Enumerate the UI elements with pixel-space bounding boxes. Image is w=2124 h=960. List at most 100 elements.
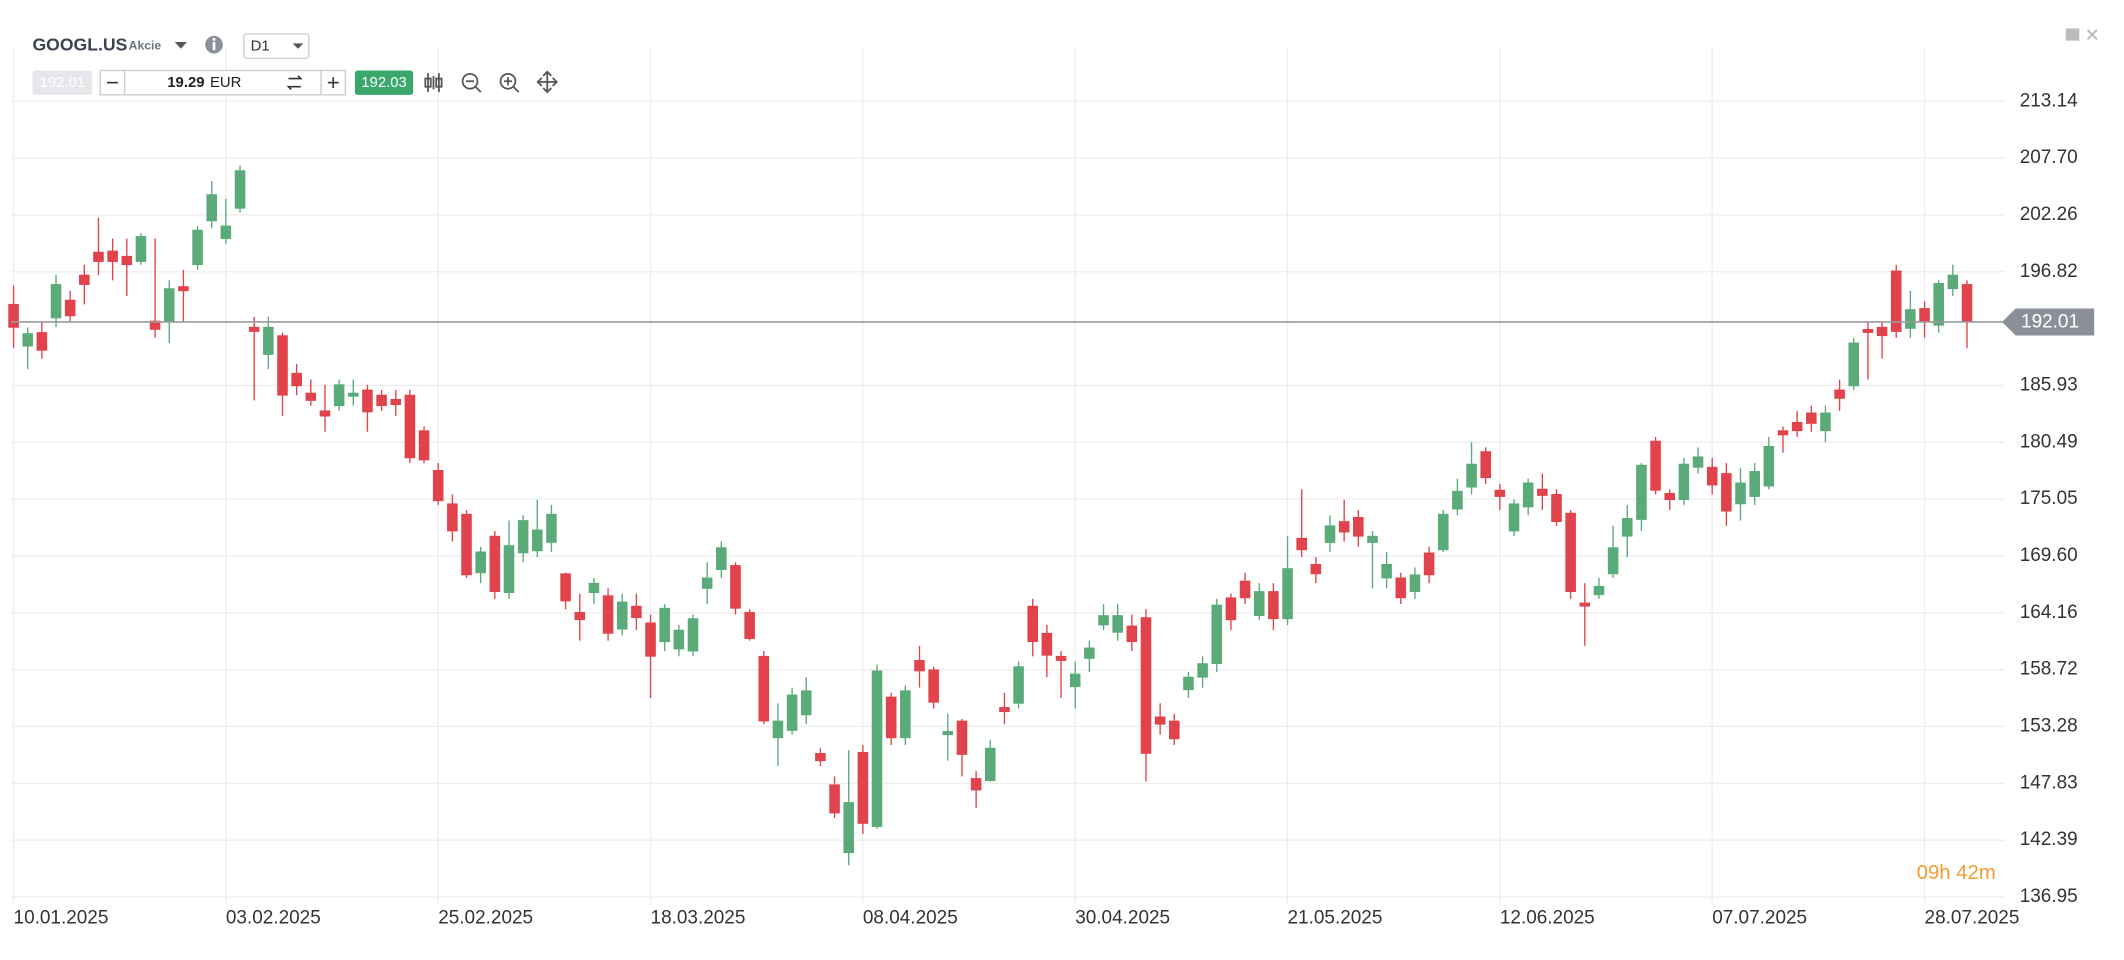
buy-button[interactable] <box>354 70 414 95</box>
candle-body <box>1041 632 1053 656</box>
candle-body <box>1862 328 1874 333</box>
info-glyph <box>212 37 216 41</box>
symbol[interactable]: GOOGL.US <box>33 35 128 55</box>
candle-body <box>1621 518 1633 537</box>
candle-body <box>999 707 1010 713</box>
sell-button[interactable] <box>32 70 93 95</box>
candle-body <box>687 618 699 652</box>
candle-body <box>701 577 713 589</box>
candle-type-icon[interactable] <box>424 73 443 93</box>
candle-body <box>447 503 458 532</box>
candle-body <box>1791 421 1803 432</box>
swap-icon[interactable] <box>286 75 303 90</box>
candle-body <box>1423 552 1435 576</box>
candle-body <box>900 690 911 739</box>
candle-body <box>942 731 954 736</box>
x-tick-label: 10.01.2025 <box>14 907 109 928</box>
minimize-icon[interactable] <box>2065 28 2080 41</box>
candle-body <box>1494 489 1506 497</box>
candle-body <box>546 513 557 543</box>
volume[interactable]: 19.29 <box>167 75 204 91</box>
candle-body <box>857 751 869 824</box>
candle-body <box>1282 568 1293 620</box>
candle-body <box>1197 663 1208 678</box>
candle-body <box>829 784 840 814</box>
candle-body <box>1876 326 1888 337</box>
candle-body <box>1069 673 1081 687</box>
candle-body <box>1593 585 1605 596</box>
y-tick-label: 202.26 <box>2020 204 2078 225</box>
candle-body <box>885 696 897 739</box>
candle-body <box>22 333 33 347</box>
candle-body <box>362 389 373 413</box>
candle-body <box>1296 537 1307 551</box>
candle-body <box>79 274 90 285</box>
candle-body <box>489 535 501 592</box>
candle-body <box>673 629 685 650</box>
volume-box <box>99 69 347 96</box>
candle-body <box>730 565 741 609</box>
candle-body <box>1749 471 1760 497</box>
y-tick-label: 175.05 <box>2020 488 2078 509</box>
info-glyph <box>212 41 216 51</box>
y-tick-label: 213.14 <box>2020 90 2078 111</box>
candle-body <box>659 607 670 643</box>
candle-body <box>1905 309 1916 329</box>
zoom-out-icon[interactable] <box>465 80 482 93</box>
candle-body <box>928 669 939 703</box>
timeframe-dropdown <box>292 43 304 49</box>
timeframe: D1 <box>251 39 270 55</box>
x-tick-label: 30.04.2025 <box>1075 907 1170 928</box>
pan-icon[interactable] <box>536 70 558 94</box>
x-tick-label: 12.06.2025 <box>1500 907 1595 928</box>
zoom-in-icon[interactable] <box>503 77 520 93</box>
candle-body <box>786 694 798 731</box>
candle-body <box>1664 492 1676 501</box>
candle-body <box>1140 617 1152 754</box>
x-tick-label: 03.02.2025 <box>226 907 321 928</box>
candle-body <box>1055 655 1067 661</box>
y-tick-label: 180.49 <box>2020 431 2078 452</box>
candle-body <box>914 660 925 672</box>
candle-body <box>758 655 770 722</box>
price-tag <box>2002 308 2095 336</box>
candle-body <box>319 410 331 417</box>
candle-body <box>376 394 387 407</box>
y-tick-label: 153.28 <box>2020 715 2078 736</box>
candles <box>8 165 1973 866</box>
x-tick-label: 25.02.2025 <box>438 907 533 928</box>
timeframe-select[interactable] <box>243 33 310 59</box>
candle-body <box>1338 521 1350 533</box>
y-tick-label: 169.60 <box>2020 545 2078 566</box>
candle-body <box>1579 602 1591 607</box>
zoom-in-icon[interactable] <box>499 72 517 90</box>
y-tick-label: 136.95 <box>2020 886 2078 907</box>
y-tick-label: 142.39 <box>2020 829 2078 850</box>
candle-body <box>517 520 529 554</box>
candle-body <box>1452 490 1463 510</box>
candle-body <box>631 605 642 619</box>
candle-body <box>64 299 76 317</box>
candle-body <box>1551 494 1562 522</box>
candle-body <box>1537 488 1548 496</box>
candle-body <box>149 320 161 330</box>
symbol-dropdown[interactable] <box>174 41 187 49</box>
candle-body <box>1353 516 1364 537</box>
candle-body <box>956 720 968 755</box>
candle-body <box>1324 525 1336 543</box>
candle-body <box>206 194 218 222</box>
candle-body <box>800 690 812 716</box>
candle-body <box>1947 274 1959 290</box>
x-tick-label: 08.04.2025 <box>863 907 958 928</box>
price-tag-label: 192.01 <box>2021 312 2079 333</box>
zoom-out-icon[interactable] <box>461 72 479 90</box>
candle-body <box>1381 563 1392 579</box>
close-icon[interactable] <box>2086 29 2098 41</box>
candle-body <box>1480 451 1491 479</box>
candle-body <box>588 582 600 593</box>
candle-body <box>616 601 628 630</box>
candle-body <box>1890 270 1902 332</box>
candle-body <box>333 384 345 407</box>
